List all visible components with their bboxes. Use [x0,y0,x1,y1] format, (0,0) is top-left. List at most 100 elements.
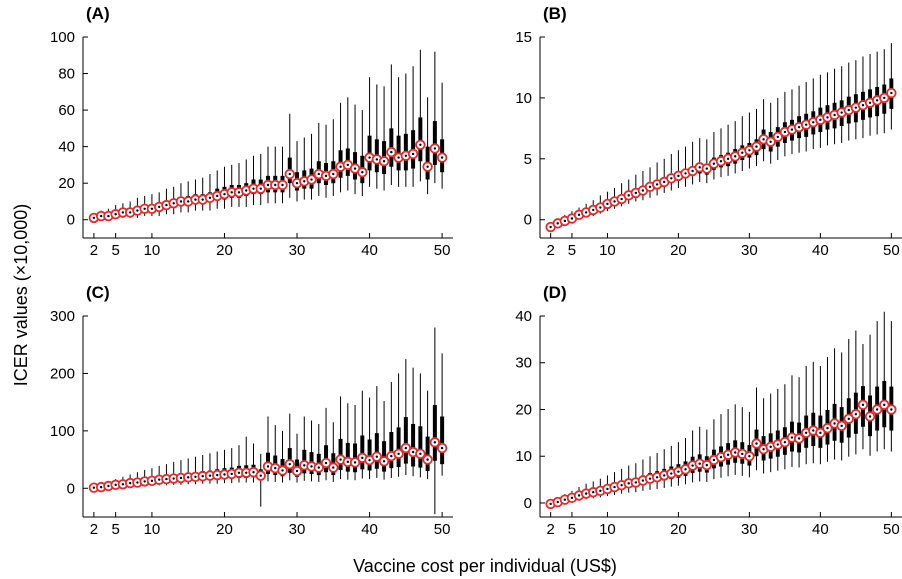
median-dot [114,213,117,216]
median-dot [303,464,306,467]
median-dot [92,216,96,220]
y-tick-label: 0 [524,212,532,229]
x-tick-label: 40 [812,521,829,538]
median-dot [584,211,588,214]
median-dot [804,431,808,435]
x-tick-label: 50 [883,242,900,259]
median-dot [861,403,865,407]
x-tick-label: 30 [289,242,306,259]
median-dot [826,116,829,119]
median-dot [317,172,320,176]
x-tick-label: 10 [144,521,161,538]
median-dot [606,487,609,491]
median-dot [790,128,794,131]
median-dot [114,483,117,487]
median-dot [150,207,154,210]
median-dot [172,202,175,205]
box [418,117,423,162]
y-tick-label: 80 [58,66,75,83]
x-axis-label: Vaccine cost per individual (US$) [353,556,617,576]
median-dot [165,477,168,481]
y-tick-label: 40 [58,139,75,156]
median-dot [426,165,429,168]
median-dot [165,203,168,207]
median-dot [663,474,666,477]
median-dot [556,222,559,225]
median-dot [433,147,437,150]
median-dot [237,471,241,474]
panel: 0 20 40 60 80 100 2 5 10 20 30 40 50 (A) [50,4,453,259]
box [425,436,430,472]
y-tick-label: 0 [67,480,75,497]
median-dot [712,458,716,462]
median-dot [797,437,801,440]
median-dot [136,481,139,484]
median-dot [368,156,371,159]
median-dot [854,106,858,109]
y-tick-label: 300 [50,308,75,325]
median-dot [128,211,132,214]
median-dot [840,424,843,428]
median-dot [281,469,284,472]
median-dot [303,180,306,183]
median-dot [648,477,652,480]
median-dot [655,476,659,479]
median-dot [684,468,687,471]
panel-label: (D) [543,283,567,302]
median-dot [194,198,197,201]
median-dot [157,205,161,209]
median-dot [684,172,687,175]
median-dot [361,171,364,174]
median-dot [762,138,765,141]
median-dot [627,194,630,197]
x-tick-label: 40 [361,242,378,259]
median-dot [252,187,255,190]
y-tick-label: 40 [515,308,532,325]
median-dot [353,167,357,170]
median-dot [670,472,673,475]
median-dot [606,202,609,206]
median-dot [397,156,400,159]
median-dot [310,465,313,468]
median-dot [208,474,212,477]
median-dot [259,474,262,477]
box [411,423,416,467]
median-dot [592,491,595,494]
box [374,433,379,469]
median-dot [556,500,559,504]
y-tick-label: 60 [58,102,75,119]
panel: 0 100 200 300 2 5 10 20 30 40 50 (C) [50,283,453,538]
median-dot [172,477,175,480]
median-dot [847,417,850,421]
median-dot [648,185,652,189]
median-dot [375,158,379,161]
median-dot [840,111,843,114]
median-dot [128,481,132,485]
median-dot [627,482,630,485]
median-dot [854,412,858,416]
panel-label: (A) [86,4,110,23]
y-tick-label: 5 [524,151,532,168]
median-dot [826,426,829,430]
median-dot [440,446,444,450]
x-tick-label: 50 [434,521,451,538]
median-dot [868,415,872,418]
median-dot [223,192,226,196]
median-dot [812,121,815,124]
x-tick-label: 20 [670,521,687,538]
median-dot [577,213,581,217]
median-dot [361,456,364,460]
x-tick-label: 10 [144,242,161,259]
median-dot [847,108,850,112]
median-dot [677,470,680,473]
median-dot [712,162,716,165]
y-tick-label: 20 [58,175,75,192]
median-dot [382,460,386,463]
median-dot [274,183,277,187]
median-dot [419,452,422,456]
median-dot [804,123,808,126]
median-dot [634,191,638,195]
median-dot [317,466,320,469]
